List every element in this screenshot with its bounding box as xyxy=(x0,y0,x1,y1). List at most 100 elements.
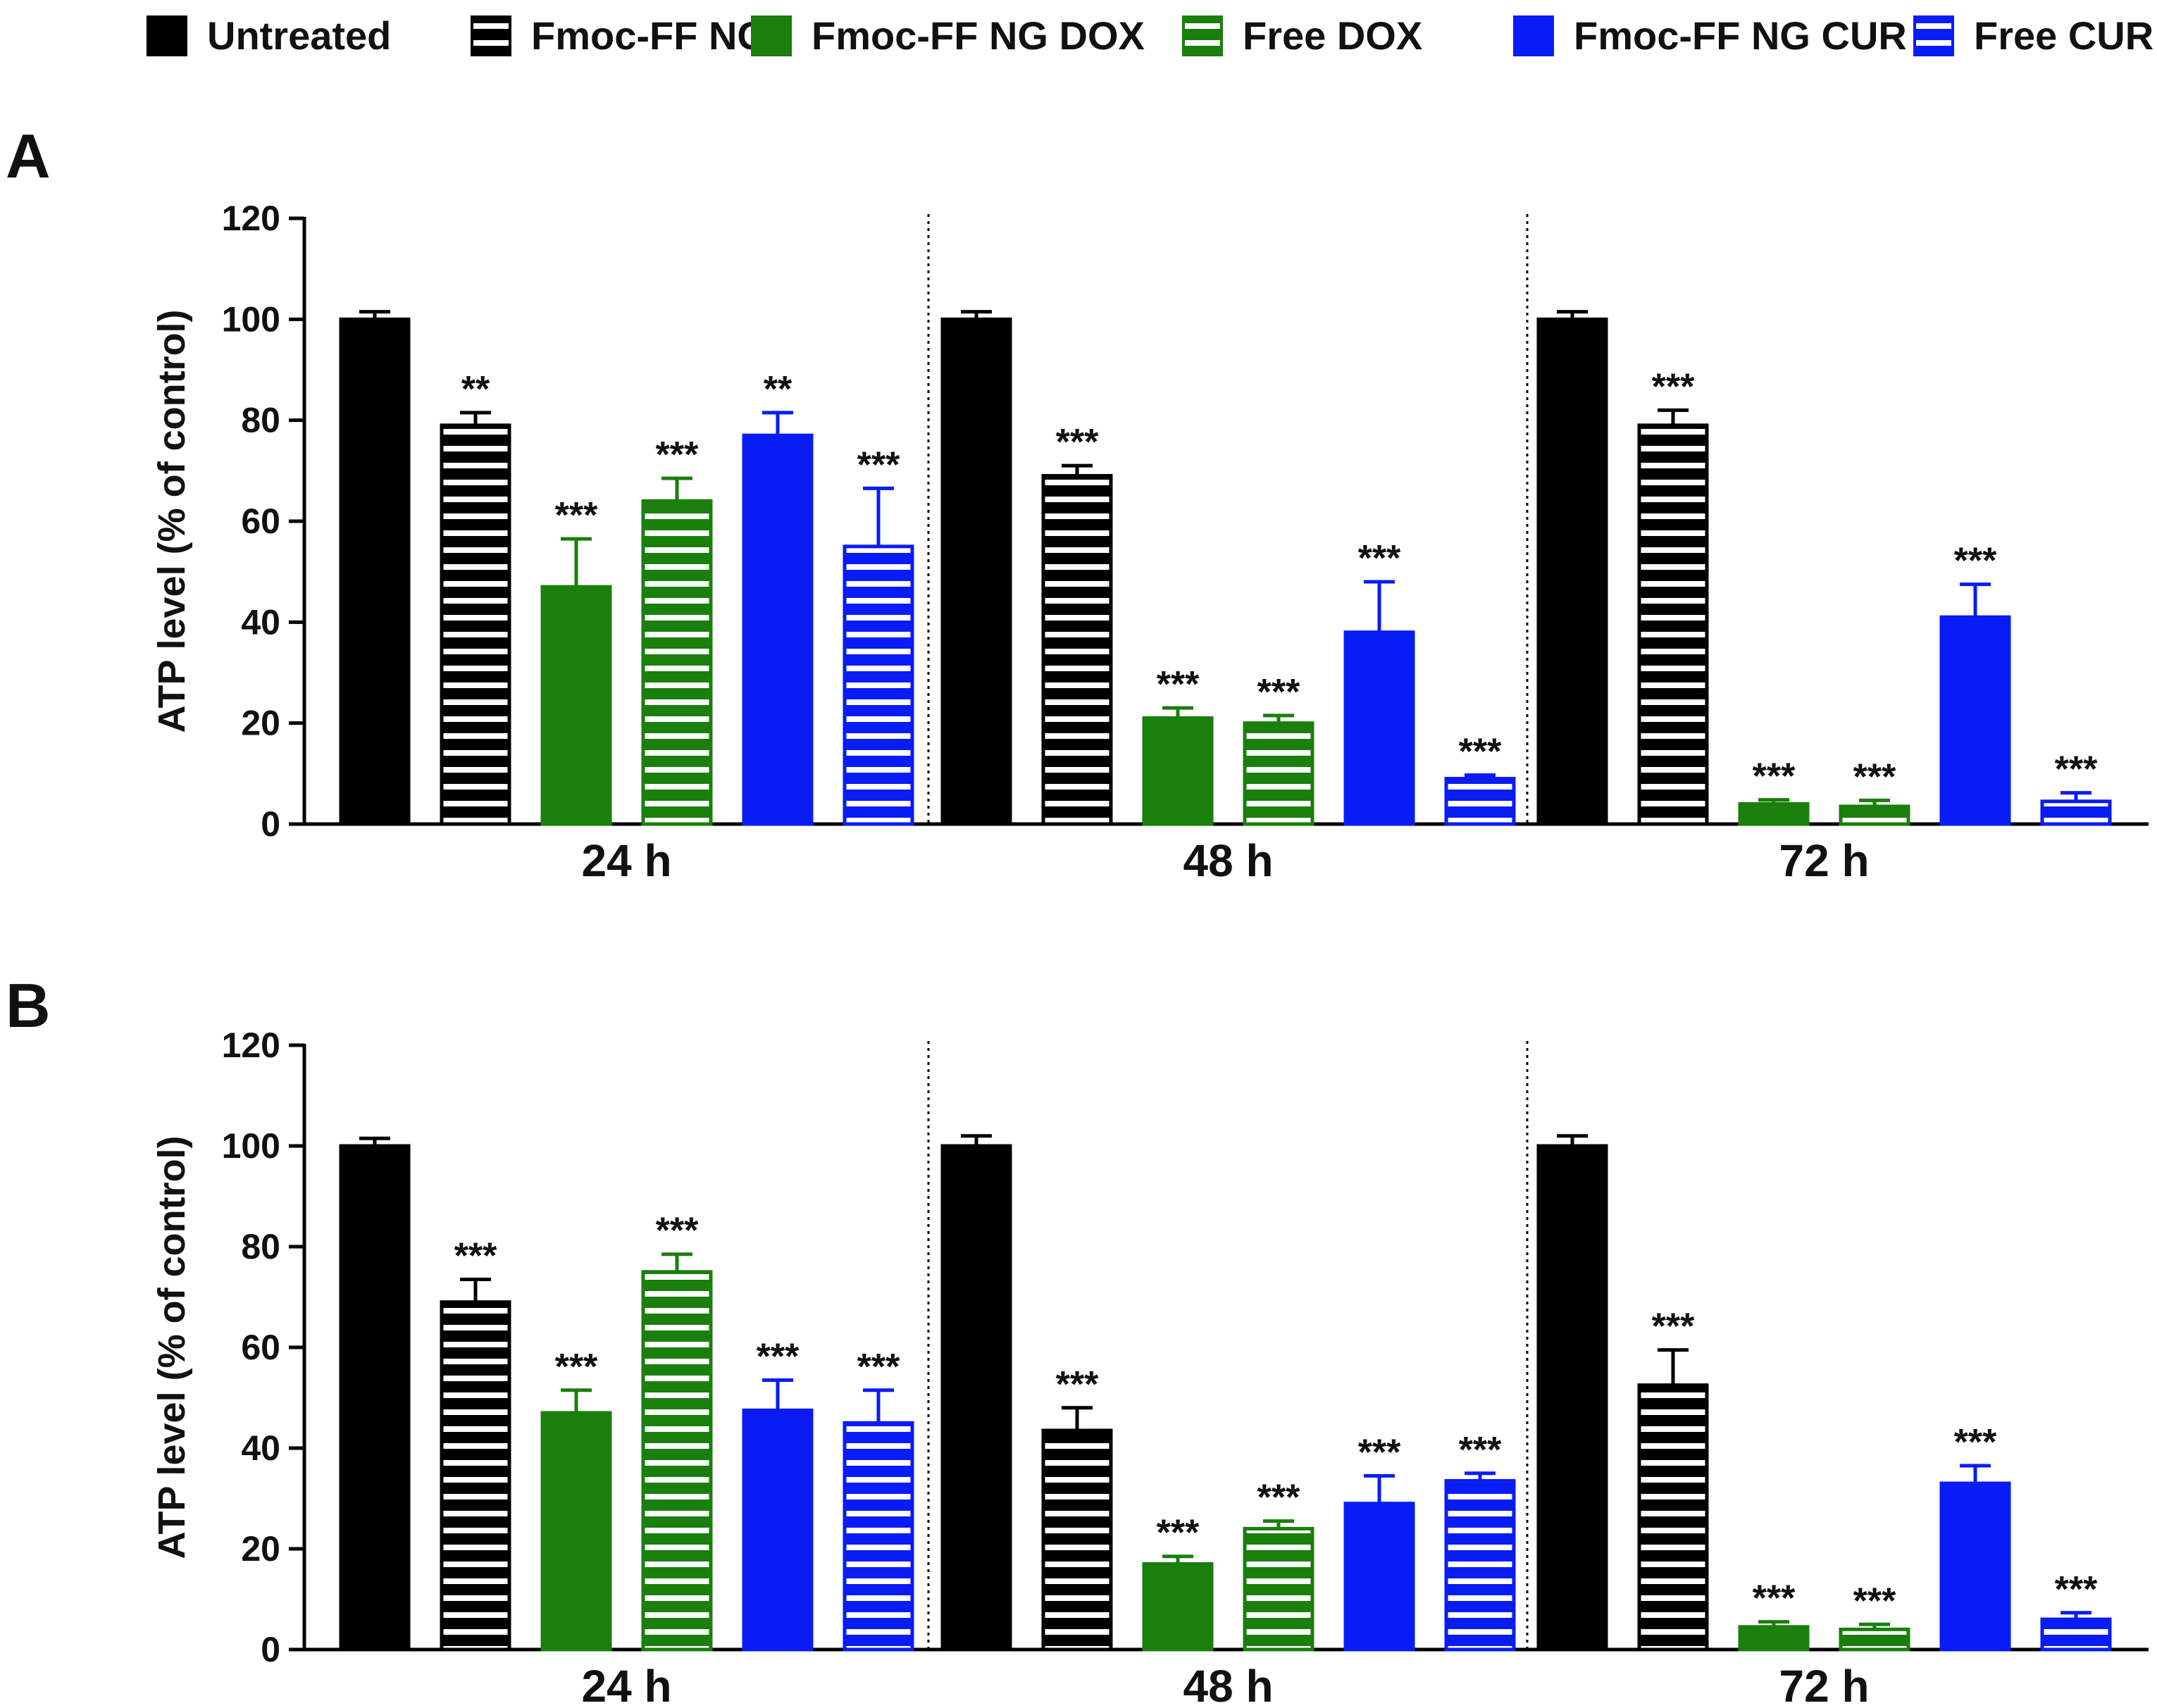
significance-label: *** xyxy=(1853,756,1896,797)
y-tick-label: 120 xyxy=(222,1026,280,1065)
significance-label: *** xyxy=(1157,664,1200,705)
bar-free_cur-1 xyxy=(1444,1478,1516,1652)
bar-ng_cur-0 xyxy=(742,433,814,826)
significance-label: *** xyxy=(1358,538,1401,579)
significance-label: *** xyxy=(555,495,598,536)
y-axis-title: ATP level (% of control) xyxy=(151,309,193,733)
significance-label: *** xyxy=(1954,541,1997,582)
bar-untreated-1 xyxy=(940,1144,1012,1652)
significance-label: *** xyxy=(1753,1578,1796,1619)
significance-label: *** xyxy=(1459,1430,1502,1471)
significance-label: *** xyxy=(1954,1422,1997,1463)
legend-swatch-ng xyxy=(471,15,511,56)
significance-label: *** xyxy=(1459,731,1502,772)
bar-ng-1 xyxy=(1041,474,1113,826)
significance-label: *** xyxy=(555,1347,598,1388)
bar-ng_cur-1 xyxy=(1343,1502,1415,1652)
legend-swatch-ng_dox xyxy=(751,15,792,56)
bar-ng_dox-1 xyxy=(1142,716,1214,826)
significance-label: ** xyxy=(764,369,792,410)
y-axis-title: ATP level (% of control) xyxy=(151,1135,193,1559)
y-tick-label: 0 xyxy=(261,804,280,844)
y-tick-label: 0 xyxy=(261,1630,280,1669)
legend-swatch-untreated xyxy=(147,15,187,56)
bar-ng-0 xyxy=(440,1300,511,1652)
bar-free_cur-2 xyxy=(2040,1617,2112,1652)
legend-label-free_dox: Free DOX xyxy=(1243,13,1422,58)
x-category-label: 24 h xyxy=(581,835,671,886)
bar-free_dox-2 xyxy=(1839,1627,1910,1652)
legend: Untreated Fmoc-FF NG Fmoc-FF NG DOX Free DO… xyxy=(147,13,2153,58)
legend-swatch-ng_cur xyxy=(1513,15,1554,56)
bar-ng_cur-2 xyxy=(1939,1481,2011,1652)
significance-label: *** xyxy=(1056,422,1099,463)
bar-untreated-1 xyxy=(940,317,1012,826)
bar-untreated-0 xyxy=(339,1144,411,1652)
x-category-label: 72 h xyxy=(1779,1661,1869,1708)
bar-ng-0 xyxy=(440,423,511,826)
significance-label: *** xyxy=(1652,366,1695,407)
x-category-label: 48 h xyxy=(1183,1661,1273,1708)
y-tick-label: 100 xyxy=(222,1126,280,1166)
panel-b: B ATP level (% of control) 0 20 40 60 80 100 120… xyxy=(6,971,2149,1708)
legend-label-untreated: Untreated xyxy=(207,13,391,58)
bar-ng_dox-2 xyxy=(1738,802,1810,826)
legend-swatch-free_dox xyxy=(1182,15,1223,56)
significance-label: *** xyxy=(757,1336,800,1377)
bar-free_cur-0 xyxy=(843,544,914,826)
bar-untreated-2 xyxy=(1536,317,1608,826)
bar-free_dox-2 xyxy=(1839,804,1910,826)
significance-label: *** xyxy=(1853,1581,1896,1621)
bar-free_cur-2 xyxy=(2040,799,2112,826)
legend-label-ng_dox: Fmoc-FF NG DOX xyxy=(812,13,1145,58)
significance-label: *** xyxy=(1358,1432,1401,1473)
significance-label: *** xyxy=(1157,1513,1200,1554)
bar-untreated-2 xyxy=(1536,1144,1608,1652)
y-tick-label: 60 xyxy=(241,1328,280,1367)
bar-free_dox-1 xyxy=(1243,721,1314,826)
y-tick-label: 100 xyxy=(222,299,280,339)
significance-label: *** xyxy=(1257,672,1300,713)
significance-label: *** xyxy=(2055,1569,2098,1610)
bar-ng_cur-2 xyxy=(1939,615,2011,826)
y-tick-label: 40 xyxy=(241,1428,280,1468)
legend-label-ng_cur: Fmoc-FF NG CUR xyxy=(1574,13,1907,58)
bar-ng_dox-0 xyxy=(540,585,612,826)
significance-label: *** xyxy=(1056,1364,1099,1405)
y-tick-label: 20 xyxy=(241,1529,280,1569)
significance-label: *** xyxy=(857,444,900,485)
significance-label: *** xyxy=(656,435,699,475)
panel-letter: A xyxy=(6,121,51,191)
x-category-label: 48 h xyxy=(1183,835,1273,886)
significance-label: *** xyxy=(857,1347,900,1388)
significance-label: ** xyxy=(461,369,490,410)
bar-free_cur-0 xyxy=(843,1421,914,1652)
bar-ng-2 xyxy=(1637,1383,1709,1652)
legend-swatch-free_cur xyxy=(1913,15,1954,56)
significance-label: *** xyxy=(1753,756,1796,797)
y-tick-label: 80 xyxy=(241,1227,280,1266)
bar-ng-1 xyxy=(1041,1428,1113,1652)
y-tick-label: 60 xyxy=(241,501,280,541)
bar-ng_dox-1 xyxy=(1142,1561,1214,1652)
significance-label: *** xyxy=(656,1211,699,1252)
significance-label: *** xyxy=(454,1235,497,1276)
x-category-label: 72 h xyxy=(1779,835,1869,886)
bar-free_dox-1 xyxy=(1243,1526,1314,1652)
bar-untreated-0 xyxy=(339,317,411,826)
bar-ng_dox-0 xyxy=(540,1411,612,1652)
legend-label-free_cur: Free CUR xyxy=(1974,13,2153,58)
panel-letter: B xyxy=(6,971,51,1040)
bar-ng_dox-2 xyxy=(1738,1625,1810,1652)
bar-free_dox-0 xyxy=(641,1270,713,1652)
significance-label: *** xyxy=(1652,1307,1695,1347)
significance-label: *** xyxy=(2055,749,2098,790)
y-tick-label: 40 xyxy=(241,602,280,642)
bar-free_dox-0 xyxy=(641,499,713,826)
bar-free_cur-1 xyxy=(1444,777,1516,826)
legend-label-ng: Fmoc-FF NG xyxy=(531,13,768,58)
y-tick-label: 20 xyxy=(241,704,280,743)
x-category-label: 24 h xyxy=(581,1661,671,1708)
significance-label: *** xyxy=(1257,1478,1300,1519)
